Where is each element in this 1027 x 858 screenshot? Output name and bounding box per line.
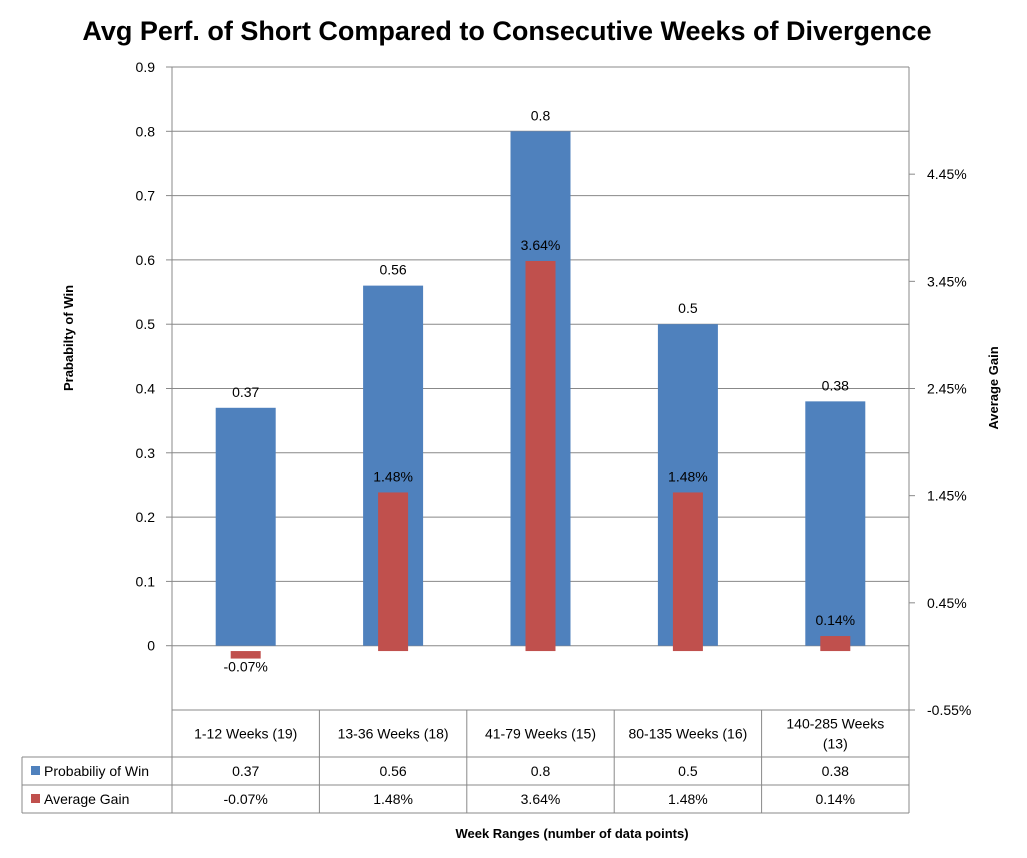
table-cell: 0.5 — [678, 763, 698, 779]
data-label-average-gain: 1.48% — [373, 468, 413, 484]
table-cell: -0.07% — [224, 791, 268, 807]
y-tick-label: 0.2 — [136, 509, 156, 525]
data-label-probability: 0.5 — [678, 300, 698, 316]
x-axis-label: Week Ranges (number of data points) — [455, 826, 688, 841]
data-table: 1-12 Weeks (19) 13-36 Weeks (18) 41-79 Wee… — [21, 710, 910, 814]
bar-probability — [215, 407, 276, 646]
bar-average-gain — [230, 651, 261, 659]
axes: 0.9 0.8 0.7 0.6 0.5 0.4 0.3 0.2 0.1 0 4.45% 3.45% 2.… — [136, 59, 972, 718]
table-cell: 1.48% — [668, 791, 708, 807]
table-cell: 0.14% — [815, 791, 855, 807]
legend-label: Probabiliy of Win — [44, 763, 149, 779]
legend-swatch — [31, 794, 40, 803]
table-cell: 1.48% — [373, 791, 413, 807]
bar-average-gain — [378, 492, 409, 652]
x-tick-label: 140-285 Weeks (13) — [786, 716, 884, 752]
data-label-average-gain: -0.07% — [224, 659, 268, 675]
data-label-probability: 0.8 — [531, 107, 551, 123]
data-label-probability: 0.37 — [232, 384, 259, 400]
data-labels: 0.37 -0.07% 0.56 1.48% 0.8 3.64% 0.5 1.48% 0.38 0… — [224, 107, 856, 674]
x-tick-label: 80-135 Weeks (16) — [628, 726, 747, 742]
bars — [215, 131, 866, 659]
bar-probability — [805, 401, 866, 646]
y-tick-label: 0.3 — [136, 445, 156, 461]
y2-tick-label: -0.55% — [927, 702, 971, 718]
y2-tick-label: 1.45% — [927, 488, 967, 504]
x-tick-label: 41-79 Weeks (15) — [485, 726, 596, 742]
y-tick-label: 0.1 — [136, 573, 156, 589]
y2-axis-label: Average Gain — [986, 346, 1001, 429]
table-cell: 0.8 — [531, 763, 551, 779]
legend-label: Average Gain — [44, 791, 129, 807]
y2-tick-label: 0.45% — [927, 595, 967, 611]
y-tick-label: 0.9 — [136, 59, 156, 75]
y-tick-label: 0.6 — [136, 252, 156, 268]
legend-swatch — [31, 766, 40, 775]
y-axis-label: Prababilty of Win — [61, 285, 76, 391]
data-label-probability: 0.38 — [822, 377, 849, 393]
table-cell: 0.56 — [379, 763, 406, 779]
y-tick-label: 0 — [147, 638, 155, 654]
y2-tick-label: 4.45% — [927, 166, 967, 182]
table-cell: 0.38 — [822, 763, 849, 779]
y-tick-label: 0.8 — [136, 123, 156, 139]
data-label-average-gain: 1.48% — [668, 468, 708, 484]
bar-average-gain — [820, 636, 851, 652]
y2-tick-label: 3.45% — [927, 273, 967, 289]
table-cell: 3.64% — [521, 791, 561, 807]
chart-title: Avg Perf. of Short Compared to Consecuti… — [82, 16, 931, 46]
y-tick-label: 0.5 — [136, 316, 156, 332]
data-label-average-gain: 0.14% — [815, 612, 855, 628]
table-cell: 0.37 — [232, 763, 259, 779]
data-label-probability: 0.56 — [379, 262, 406, 278]
x-tick-label: 1-12 Weeks (19) — [194, 726, 297, 742]
bar-average-gain — [672, 492, 703, 652]
y2-tick-label: 2.45% — [927, 381, 967, 397]
y-tick-label: 0.4 — [136, 381, 156, 397]
data-label-average-gain: 3.64% — [521, 237, 561, 253]
x-tick-label: 13-36 Weeks (18) — [338, 726, 449, 742]
bar-average-gain — [525, 260, 556, 652]
y-tick-label: 0.7 — [136, 188, 156, 204]
